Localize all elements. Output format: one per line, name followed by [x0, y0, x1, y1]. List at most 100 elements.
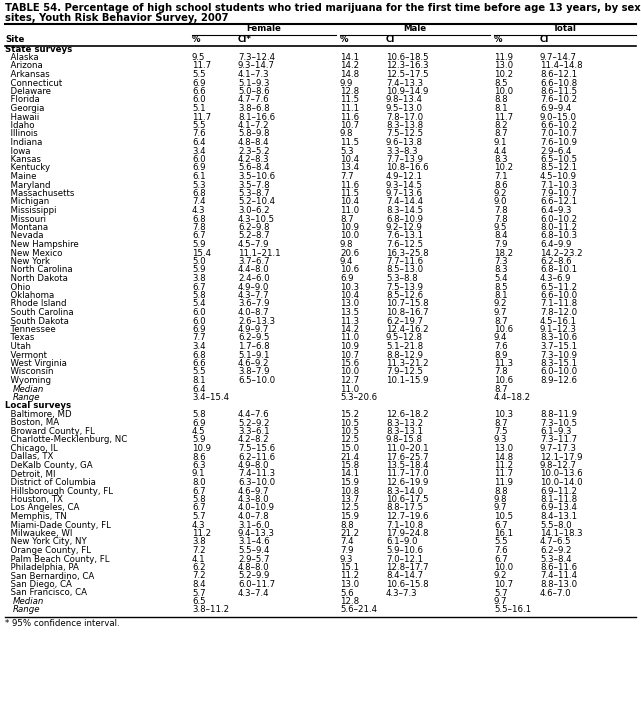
Text: 10.3: 10.3	[340, 282, 359, 292]
Text: 21.4: 21.4	[340, 453, 359, 461]
Text: 3.8–11.2: 3.8–11.2	[192, 605, 229, 615]
Text: 13.0: 13.0	[494, 61, 513, 71]
Text: 6.2: 6.2	[192, 563, 206, 572]
Text: 12.8: 12.8	[340, 597, 359, 606]
Text: 6.6–10.8: 6.6–10.8	[540, 78, 577, 88]
Text: %: %	[192, 35, 201, 44]
Text: Milwaukee, WI: Milwaukee, WI	[5, 529, 72, 538]
Text: 10.6–15.8: 10.6–15.8	[386, 580, 429, 589]
Text: 9.5–12.8: 9.5–12.8	[386, 334, 423, 342]
Text: 7.5–15.6: 7.5–15.6	[238, 444, 275, 453]
Text: 5.1–9.1: 5.1–9.1	[238, 351, 269, 359]
Text: 12.1–17.9: 12.1–17.9	[540, 453, 583, 461]
Text: 9.2–12.9: 9.2–12.9	[386, 223, 423, 232]
Text: 2.9–6.4: 2.9–6.4	[540, 146, 572, 155]
Text: 6.0: 6.0	[192, 155, 206, 164]
Text: 9.5: 9.5	[494, 223, 508, 232]
Text: 7.9: 7.9	[494, 240, 508, 249]
Text: Oklahoma: Oklahoma	[5, 291, 54, 300]
Text: * 95% confidence interval.: * 95% confidence interval.	[5, 618, 120, 627]
Text: 8.6–11.5: 8.6–11.5	[540, 87, 577, 96]
Text: 11.3–21.2: 11.3–21.2	[386, 359, 429, 368]
Text: 5.9: 5.9	[192, 240, 206, 249]
Text: Indiana: Indiana	[5, 138, 42, 147]
Text: 5.7: 5.7	[192, 512, 206, 521]
Text: 6.8: 6.8	[192, 189, 206, 198]
Text: 11.0: 11.0	[340, 206, 359, 215]
Text: 6.6: 6.6	[192, 87, 206, 96]
Text: 3.6–7.9: 3.6–7.9	[238, 299, 269, 309]
Text: 11.7–17.0: 11.7–17.0	[386, 469, 429, 478]
Text: 8.7: 8.7	[494, 317, 508, 326]
Text: TABLE 54. Percentage of high school students who tried marijuana for the first t: TABLE 54. Percentage of high school stud…	[5, 3, 641, 13]
Text: 7.2: 7.2	[192, 546, 206, 555]
Text: 10.0: 10.0	[494, 563, 513, 572]
Text: 6.5: 6.5	[192, 597, 206, 606]
Text: 3.1–4.6: 3.1–4.6	[238, 538, 270, 546]
Text: 6.1–9.3: 6.1–9.3	[540, 427, 572, 436]
Text: 10.6–17.5: 10.6–17.5	[386, 495, 429, 504]
Text: 11.3: 11.3	[494, 359, 513, 368]
Text: Hillsborough County, FL: Hillsborough County, FL	[5, 486, 113, 496]
Text: 6.7: 6.7	[494, 555, 508, 563]
Text: 18.2: 18.2	[494, 249, 513, 257]
Text: 8.4: 8.4	[192, 580, 206, 589]
Text: 4.0–7.8: 4.0–7.8	[238, 512, 270, 521]
Text: 4.6–9.7: 4.6–9.7	[238, 486, 269, 496]
Text: 11.1: 11.1	[340, 104, 359, 113]
Text: Boston, MA: Boston, MA	[5, 419, 59, 428]
Text: 4.0–8.7: 4.0–8.7	[238, 308, 270, 317]
Text: 9.2: 9.2	[494, 189, 508, 198]
Text: 6.9–11.2: 6.9–11.2	[540, 486, 577, 496]
Text: 8.9: 8.9	[494, 351, 508, 359]
Text: 4.7–6.5: 4.7–6.5	[540, 538, 572, 546]
Text: 8.3–13.8: 8.3–13.8	[386, 121, 423, 130]
Text: 8.9–12.6: 8.9–12.6	[540, 376, 577, 385]
Text: 6.7: 6.7	[192, 503, 206, 513]
Text: 14.8: 14.8	[340, 70, 359, 79]
Text: 8.0: 8.0	[192, 478, 206, 487]
Text: 5.4: 5.4	[192, 299, 206, 309]
Text: 15.8: 15.8	[340, 461, 359, 470]
Text: Illinois: Illinois	[5, 130, 38, 138]
Text: Hawaii: Hawaii	[5, 113, 39, 121]
Text: 7.8: 7.8	[192, 223, 206, 232]
Text: 5.3–8.8: 5.3–8.8	[386, 274, 418, 283]
Text: 8.7: 8.7	[494, 384, 508, 394]
Text: 9.2: 9.2	[494, 572, 508, 580]
Text: 10.9–14.9: 10.9–14.9	[386, 87, 428, 96]
Text: 4.3: 4.3	[192, 206, 206, 215]
Text: 10.0: 10.0	[340, 367, 359, 376]
Text: 3.8: 3.8	[192, 538, 206, 546]
Text: 3.3–6.1: 3.3–6.1	[238, 427, 270, 436]
Text: 7.8: 7.8	[494, 215, 508, 223]
Text: 5.2–9.2: 5.2–9.2	[238, 419, 269, 428]
Text: 6.3–10.0: 6.3–10.0	[238, 478, 275, 487]
Text: 8.1–11.8: 8.1–11.8	[540, 495, 577, 504]
Text: 6.2–11.6: 6.2–11.6	[238, 453, 275, 461]
Text: 5.9: 5.9	[192, 265, 206, 275]
Text: 6.3: 6.3	[192, 461, 206, 470]
Text: CI: CI	[540, 35, 549, 44]
Text: Montana: Montana	[5, 223, 48, 232]
Text: 9.0–15.0: 9.0–15.0	[540, 113, 577, 121]
Text: Utah: Utah	[5, 342, 31, 351]
Text: South Carolina: South Carolina	[5, 308, 74, 317]
Text: Range: Range	[13, 605, 40, 615]
Text: 6.0: 6.0	[192, 96, 206, 105]
Text: 7.1: 7.1	[494, 172, 508, 181]
Text: 10.5: 10.5	[340, 419, 359, 428]
Text: 5.2–8.7: 5.2–8.7	[238, 232, 270, 240]
Text: 8.8: 8.8	[494, 486, 508, 496]
Text: 13.0: 13.0	[494, 444, 513, 453]
Text: 7.6–10.2: 7.6–10.2	[540, 96, 577, 105]
Text: 13.5: 13.5	[340, 308, 359, 317]
Text: 17.9–24.8: 17.9–24.8	[386, 529, 428, 538]
Text: 11.2: 11.2	[192, 529, 211, 538]
Text: 3.4–15.4: 3.4–15.4	[192, 393, 229, 402]
Text: 8.5: 8.5	[494, 282, 508, 292]
Text: 10.9: 10.9	[192, 444, 211, 453]
Text: 15.4: 15.4	[192, 249, 211, 257]
Text: Iowa: Iowa	[5, 146, 31, 155]
Text: 7.8–12.0: 7.8–12.0	[540, 308, 577, 317]
